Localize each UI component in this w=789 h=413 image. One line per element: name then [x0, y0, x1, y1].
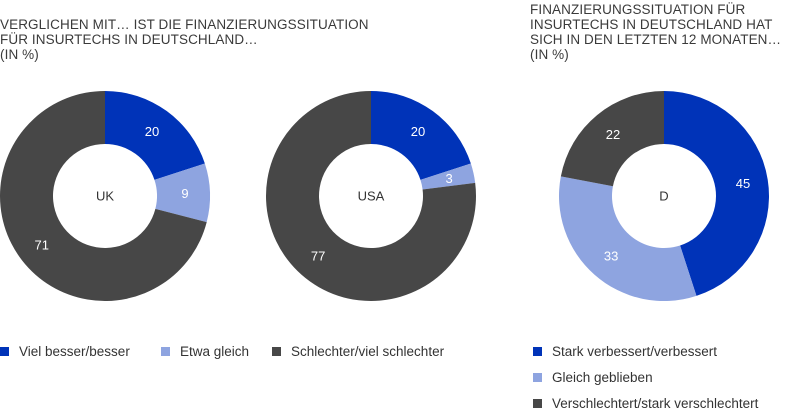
slice-value-label: 71	[35, 238, 49, 253]
donut-chart-usa: 20 3 77 USA	[266, 91, 476, 302]
slice-value-label: 33	[604, 249, 618, 264]
donut-slice-2	[266, 91, 476, 302]
legend-item-schlechter: Schlechter/viel schlechter	[272, 344, 444, 359]
left-title-line-1: VERGLICHEN MIT… IST DIE FINANZIERUNGSSIT…	[0, 17, 369, 32]
legend-item-viel-besser: Viel besser/besser	[0, 344, 130, 359]
slice-value-label: 9	[181, 186, 188, 201]
legend-label: Gleich geblieben	[552, 370, 653, 385]
donut-charts: 20 9 71 UK 20 3 77 USA 45 33 22 D	[0, 91, 770, 302]
donut-center-label: D	[659, 189, 668, 204]
slice-value-label: 20	[145, 124, 159, 139]
slice-value-label: 77	[311, 249, 325, 264]
donut-slice-0	[664, 91, 770, 296]
slice-value-label: 45	[736, 176, 750, 191]
legend-swatch-dark-blue	[533, 347, 542, 356]
legend-swatch-light-blue	[533, 373, 542, 382]
legend-swatch-dark-grey	[272, 347, 281, 356]
donut-center-label: UK	[96, 189, 114, 204]
slice-value-label: 20	[411, 124, 425, 139]
donut-chart-d: 45 33 22 D	[559, 91, 770, 301]
left-chart-title: VERGLICHEN MIT… IST DIE FINANZIERUNGSSIT…	[0, 17, 369, 62]
donut-slice-1	[154, 163, 210, 223]
legend-swatch-dark-grey	[533, 399, 542, 408]
right-chart-title: FINANZIERUNGSSITUATION FÜR INSURTECHS IN…	[530, 2, 781, 62]
legend-item-etwa-gleich: Etwa gleich	[161, 344, 249, 359]
legend-label: Etwa gleich	[180, 344, 250, 359]
left-title-line-3: (IN %)	[0, 47, 39, 62]
donut-slice-0	[371, 91, 471, 180]
legend-item-gleich-geblieben: Gleich geblieben	[533, 370, 653, 385]
legend-label: Viel besser/besser	[19, 344, 130, 359]
donut-slice-1	[559, 176, 697, 301]
legend-swatch-light-blue	[161, 347, 170, 356]
legend-label: Verschlechtert/stark verschlechtert	[552, 396, 759, 411]
legend-item-stark-verbessert: Stark verbessert/verbessert	[533, 344, 717, 359]
right-title-line-3: SICH IN DEN LETZTEN 12 MONATEN…	[530, 32, 782, 47]
legend-label: Stark verbessert/verbessert	[552, 344, 718, 359]
donut-slice-0	[105, 91, 205, 180]
right-title-line-4: (IN %)	[530, 47, 569, 62]
legend-swatch-dark-blue	[0, 347, 9, 356]
donut-center-label: USA	[358, 189, 385, 204]
legend-label: Schlechter/viel schlechter	[291, 344, 445, 359]
slice-value-label: 3	[445, 171, 452, 186]
donut-slice-2	[0, 91, 207, 301]
slice-value-label: 22	[606, 127, 620, 142]
donut-slice-1	[420, 163, 476, 190]
right-title-line-2: INSURTECHS IN DEUTSCHLAND HAT	[530, 17, 773, 32]
left-title-line-2: FÜR INSURTECHS IN DEUTSCHLAND…	[0, 32, 258, 47]
donut-slice-2	[560, 91, 664, 187]
legend-item-verschlechtert: Verschlechtert/stark verschlechtert	[533, 396, 758, 411]
donut-chart-uk: 20 9 71 UK	[0, 91, 210, 301]
right-title-line-1: FINANZIERUNGSSITUATION FÜR	[530, 2, 746, 17]
